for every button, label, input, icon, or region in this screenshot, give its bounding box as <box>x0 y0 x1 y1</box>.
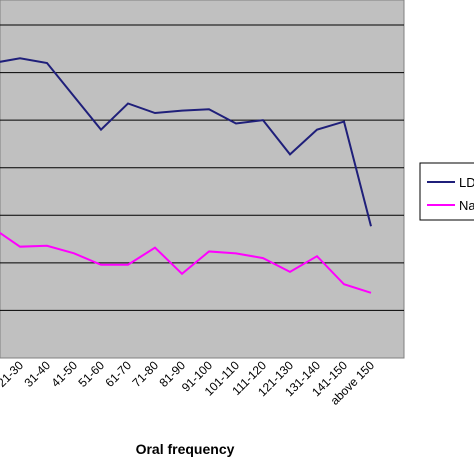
x-tick-label: 51-60 <box>76 358 108 390</box>
x-tick-labels: 11-2021-3031-4041-5051-6061-7071-8081-90… <box>0 358 377 408</box>
legend-label-na: Na <box>459 198 474 213</box>
legend: LD Na <box>419 162 474 221</box>
x-tick-label: 31-40 <box>22 358 54 390</box>
x-tick-label: 41-50 <box>49 358 81 390</box>
x-tick-label: 61-70 <box>103 358 135 390</box>
x-tick-label: 21-30 <box>0 358 26 390</box>
legend-label-ld: LD <box>459 175 474 190</box>
series-line-ld <box>0 57 372 227</box>
series-lines <box>0 57 372 294</box>
legend-box <box>419 162 474 221</box>
plot-area <box>0 0 405 359</box>
gridlines <box>0 24 404 311</box>
series-line-na <box>0 231 372 294</box>
x-axis-title: Oral frequency <box>136 441 235 457</box>
x-tick-label: 71-80 <box>130 358 162 390</box>
